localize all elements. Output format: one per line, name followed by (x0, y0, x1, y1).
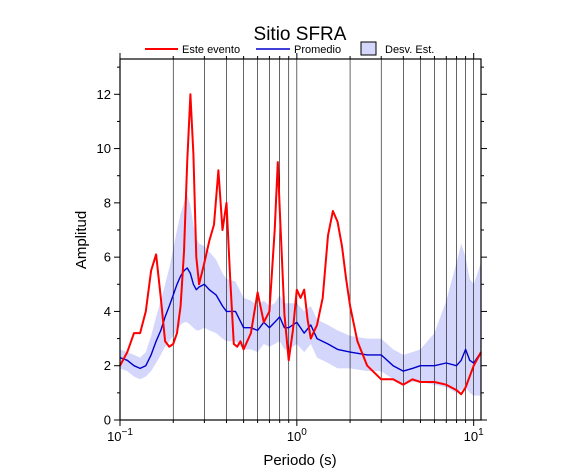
legend-std-label: Desv. Est. (385, 44, 434, 56)
chart-title: Sitio SFRA (254, 24, 347, 45)
std-band-layer (120, 194, 481, 396)
axis-layer: 0 2 4 6 8 10 12 10−1 100 101 (97, 53, 487, 444)
legend: Este evento Promedio Desv. Est. (145, 41, 434, 56)
event-line (119, 93, 482, 396)
y-tick-label: 12 (97, 87, 111, 102)
y-tick-label: 4 (104, 304, 111, 319)
x-axis-label: Periodo (s) (263, 452, 336, 469)
legend-event-label: Este evento (182, 44, 240, 56)
y-tick-label: 2 (104, 358, 111, 373)
mean-line (119, 267, 482, 372)
y-tick-label: 10 (97, 141, 111, 156)
legend-mean-label: Promedio (294, 44, 341, 56)
y-axis-label: Amplitud (73, 211, 90, 269)
legend-std-swatch (360, 41, 377, 56)
x-tick-label: 10−1 (107, 427, 133, 444)
x-tick-label: 101 (464, 427, 484, 444)
y-tick-label: 6 (104, 250, 111, 265)
y-tick-label: 8 (104, 195, 111, 210)
y-tick-label: 0 (104, 413, 111, 428)
std-band (120, 194, 481, 396)
plot-frame (119, 58, 482, 421)
x-tick-label: 100 (287, 427, 307, 444)
series-layer (119, 93, 482, 396)
